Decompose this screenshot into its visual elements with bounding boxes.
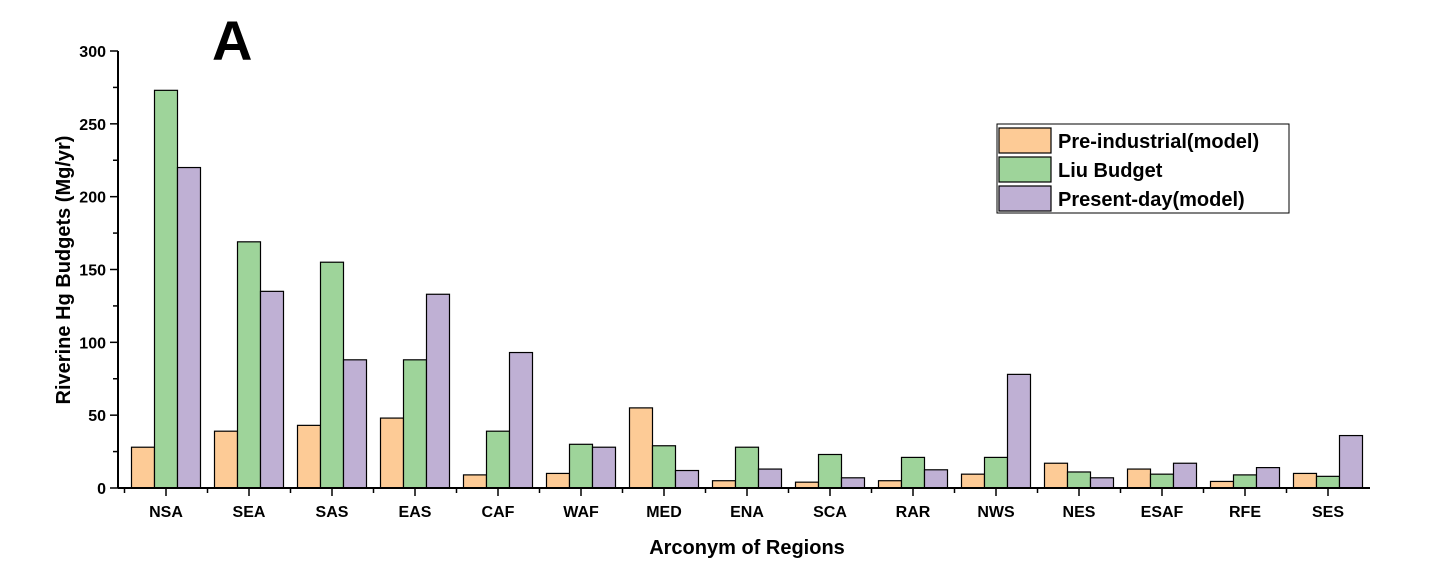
bar-SAS-1 (319, 261, 345, 489)
legend-label: Present-day(model) (1058, 189, 1245, 211)
bar-ESAF-2 (1172, 462, 1198, 489)
y-tick-label: 300 (79, 44, 106, 61)
legend: Pre-industrial(model) Liu Budget Present-d… (996, 123, 1290, 214)
bar-SAS-0 (296, 424, 322, 489)
bar-NSA-0 (130, 446, 156, 489)
x-tick-label: EAS (399, 504, 432, 521)
bar-ENA-2 (757, 468, 783, 489)
x-tick-label: CAF (482, 504, 515, 521)
bar-CAF-0 (462, 474, 488, 489)
x-tick-label: NWS (977, 504, 1015, 521)
y-tick-label: 200 (79, 190, 106, 207)
bar-CAF-2 (508, 351, 534, 489)
bar-SCA-1 (817, 453, 843, 489)
x-tick-label: RFE (1229, 504, 1261, 521)
bar-SAS-2 (342, 359, 368, 489)
y-tick-label: 150 (79, 263, 106, 280)
bar-NES-2 (1089, 477, 1115, 489)
bar-SEA-1 (236, 241, 262, 489)
x-tick-label: ENA (730, 504, 764, 521)
bar-WAF-0 (545, 472, 571, 489)
x-tick-label: MED (646, 504, 682, 521)
panel-label: A (212, 9, 252, 72)
x-tick-label: NES (1063, 504, 1096, 521)
legend-label: Liu Budget (1058, 160, 1163, 182)
bar-SCA-2 (840, 477, 866, 489)
x-tick-label: ESAF (1141, 504, 1184, 521)
bar-EAS-1 (402, 359, 428, 489)
x-tick-label: SEA (233, 504, 266, 521)
bar-SES-2 (1338, 434, 1364, 489)
bar-NES-0 (1043, 462, 1069, 489)
bar-ENA-1 (734, 446, 760, 489)
x-axis-label: Arconym of Regions (649, 537, 845, 559)
bar-EAS-2 (425, 293, 451, 489)
bar-ESAF-0 (1126, 468, 1152, 489)
bar-SEA-0 (213, 430, 239, 489)
bar-EAS-0 (379, 417, 405, 489)
legend-label: Pre-industrial(model) (1058, 131, 1259, 153)
bar-RAR-1 (900, 456, 926, 489)
x-tick-label: NSA (149, 504, 183, 521)
x-tick-label: SCA (813, 504, 847, 521)
bar-SES-1 (1315, 475, 1341, 489)
bar-SES-0 (1292, 472, 1318, 489)
bar-MED-1 (651, 445, 677, 489)
bar-RFE-2 (1255, 467, 1281, 489)
legend-swatch (998, 185, 1052, 212)
bar-NES-1 (1066, 471, 1092, 489)
bar-RFE-1 (1232, 474, 1258, 489)
bar-CAF-1 (485, 430, 511, 489)
bar-SEA-2 (259, 290, 285, 489)
bar-ESAF-1 (1149, 473, 1175, 489)
y-tick-label: 0 (97, 481, 106, 498)
y-axis-label: Riverine Hg Budgets (Mg/yr) (53, 136, 75, 405)
bar-MED-2 (674, 469, 700, 489)
x-tick-label: WAF (563, 504, 599, 521)
bar-NWS-2 (1006, 373, 1032, 489)
x-tick-label: SES (1312, 504, 1344, 521)
bar-MED-0 (628, 407, 654, 489)
legend-swatch (998, 156, 1052, 183)
y-tick-label: 250 (79, 117, 106, 134)
bar-NSA-1 (153, 89, 179, 489)
bar-WAF-1 (568, 443, 594, 489)
y-tick-label: 50 (88, 408, 106, 425)
bar-NWS-0 (960, 473, 986, 489)
bar-NWS-1 (983, 456, 1009, 489)
bar-ENA-0 (711, 480, 737, 489)
x-tick-label: SAS (316, 504, 349, 521)
x-tick-label: RAR (896, 504, 931, 521)
legend-swatch (998, 127, 1052, 154)
y-tick-label: 100 (79, 335, 106, 352)
bar-RAR-2 (923, 469, 949, 489)
bar-NSA-2 (176, 166, 202, 489)
bar-WAF-2 (591, 446, 617, 489)
bar-RAR-0 (877, 480, 903, 489)
